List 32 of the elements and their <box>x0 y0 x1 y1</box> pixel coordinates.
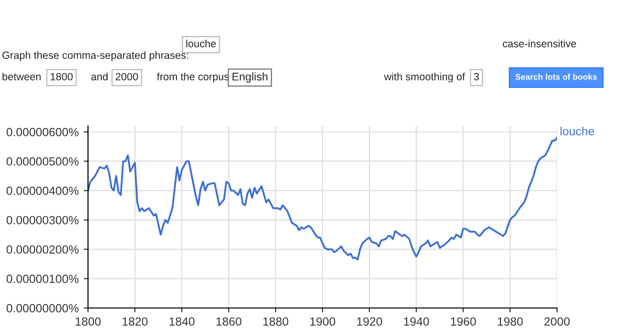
text: case-insensitive <box>502 40 576 48</box>
y-tick-label: 0.00000000% <box>6 304 79 312</box>
x-tick-label: 1880 <box>263 317 288 326</box>
series-label: louche <box>560 126 594 136</box>
y-tick-label: 0.00000200% <box>6 245 79 254</box>
text: from the corpus <box>156 72 229 82</box>
y-tick-label: 0.00000400% <box>6 186 79 195</box>
y-tick-label: 0.00000100% <box>6 274 79 284</box>
text: 3 <box>474 72 479 80</box>
text: between <box>2 72 41 80</box>
x-tick-label: 1940 <box>404 317 429 326</box>
line-series <box>88 136 557 260</box>
x-tick-label: 1820 <box>122 317 148 326</box>
x-tick-label: 1860 <box>216 317 242 326</box>
x-tick-label: 1920 <box>357 317 382 326</box>
x-tick-label: 1980 <box>498 317 523 326</box>
x-tick-label: 1800 <box>76 317 101 326</box>
x-tick-label: 1840 <box>170 317 194 326</box>
x-tick-label: 1960 <box>450 317 476 326</box>
text: louche <box>186 40 216 48</box>
x-tick-label: 1900 <box>310 317 336 326</box>
text: with smoothing of <box>384 72 466 82</box>
text: 2000 <box>116 72 138 80</box>
x-tick-label: 2000 <box>544 317 570 326</box>
text: English <box>232 72 268 83</box>
y-tick-label: 0.00000500% <box>6 157 79 166</box>
text: and <box>91 72 108 80</box>
text: Search lots of books <box>515 74 597 80</box>
y-tick-label: 0.00000600% <box>6 128 79 136</box>
text: 1800 <box>50 72 73 80</box>
text: Graph these comma-separated phrases: <box>2 51 188 61</box>
y-tick-label: 0.00000300% <box>6 216 79 224</box>
